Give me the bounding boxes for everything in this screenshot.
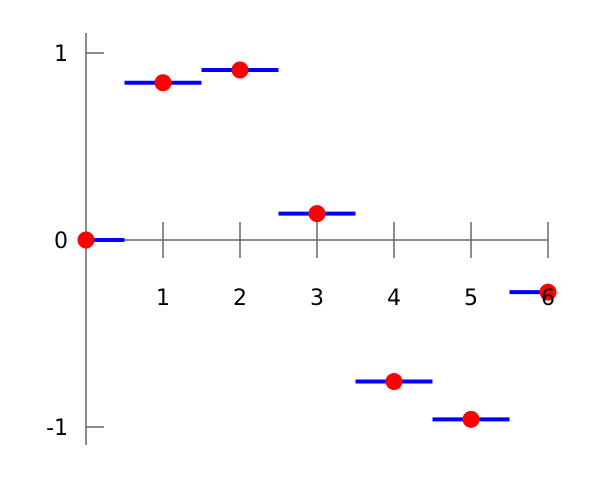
data-point xyxy=(462,410,480,428)
x-tick-label: 1 xyxy=(156,286,170,311)
data-point xyxy=(77,231,95,249)
x-tick-label: 4 xyxy=(387,286,401,311)
data-points xyxy=(77,61,557,428)
y-tick-label: -1 xyxy=(46,416,68,441)
y-tick-label: 1 xyxy=(54,42,68,67)
data-point xyxy=(385,373,403,391)
y-tick-label: 0 xyxy=(54,229,68,254)
data-point xyxy=(539,283,557,301)
x-tick-label: 5 xyxy=(464,286,478,311)
data-point xyxy=(308,205,326,223)
x-tick-label: 2 xyxy=(233,286,247,311)
x-tick-label: 3 xyxy=(310,286,324,311)
axes xyxy=(85,33,549,445)
x-tick-label: 6 xyxy=(541,286,555,311)
data-point xyxy=(231,61,249,79)
data-point xyxy=(154,74,172,92)
tick-labels: 1 2 3 4 5 6 1 0 -1 xyxy=(46,42,555,441)
